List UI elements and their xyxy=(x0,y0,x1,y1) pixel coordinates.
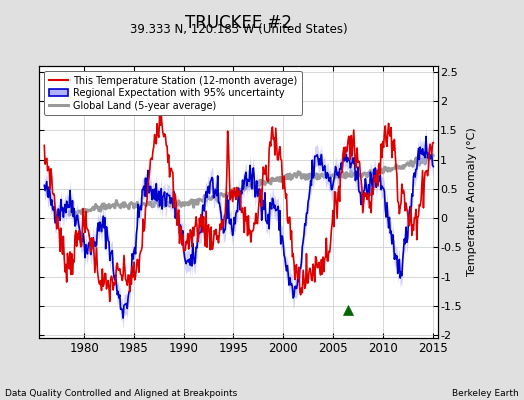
Y-axis label: Temperature Anomaly (°C): Temperature Anomaly (°C) xyxy=(467,128,477,276)
Text: Berkeley Earth: Berkeley Earth xyxy=(452,389,519,398)
Text: Data Quality Controlled and Aligned at Breakpoints: Data Quality Controlled and Aligned at B… xyxy=(5,389,237,398)
Text: TRUCKEE #2: TRUCKEE #2 xyxy=(185,14,292,32)
Text: 39.333 N, 120.183 W (United States): 39.333 N, 120.183 W (United States) xyxy=(129,23,347,36)
